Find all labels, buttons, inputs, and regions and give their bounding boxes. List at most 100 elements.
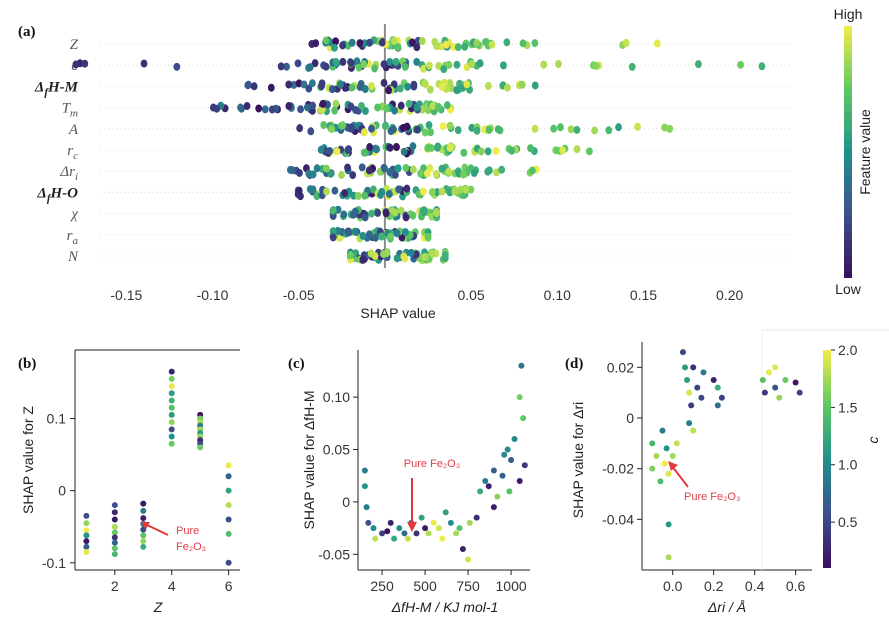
b-x-label: Z — [153, 599, 163, 615]
d-colorbar-tick-label: 2.0 — [838, 342, 858, 358]
a-swarm-dot — [386, 168, 394, 177]
d-arrow — [671, 465, 689, 488]
b-point — [168, 397, 175, 404]
a-swarm-dot — [622, 38, 630, 47]
a-swarm-dot — [573, 145, 581, 154]
b-point — [168, 433, 175, 440]
a-swarm-dot — [493, 168, 500, 177]
c-point — [494, 493, 501, 500]
d-point — [665, 470, 672, 477]
d-y-tick-label: 0.02 — [607, 359, 634, 375]
a-feature-rest: H-O — [50, 185, 79, 201]
c-x-tick-label: 1000 — [496, 578, 527, 594]
d-point — [665, 521, 672, 528]
a-swarm-dot — [244, 81, 252, 90]
b-point — [225, 473, 232, 480]
c-y-tick-label: -0.05 — [318, 546, 350, 562]
a-swarm-dot — [326, 146, 334, 155]
c-point — [499, 472, 506, 479]
a-swarm-dot — [413, 57, 421, 66]
a-feature-main: Δr — [59, 164, 75, 180]
c-point — [516, 394, 523, 401]
a-colorbar-title: Feature value — [857, 109, 873, 195]
a-swarm-dot — [409, 142, 417, 151]
d-point — [759, 377, 766, 383]
a-swarm-dot — [504, 83, 511, 92]
b-x-tick-label: 2 — [111, 578, 119, 594]
a-swarm-dot — [309, 185, 317, 194]
a-swarm-dot — [391, 208, 399, 217]
a-swarm-dot — [333, 147, 341, 156]
a-swarm-dot — [410, 82, 418, 91]
d-x-label: Δri / Å — [707, 599, 746, 615]
d-colorbar-tick-label: 0.5 — [838, 514, 858, 530]
a-swarm-dot — [386, 143, 394, 152]
b-point — [168, 411, 175, 418]
a-swarm-dot — [300, 80, 308, 89]
a-swarm-dot — [402, 213, 410, 222]
a-swarm-dot — [500, 61, 507, 70]
c-anno-text: Pure Fe₂O₃ — [404, 458, 460, 470]
b-point — [111, 516, 118, 523]
a-colorbar-low: Low — [835, 281, 862, 297]
a-swarm-dot — [402, 163, 410, 172]
a-swarm-dot — [255, 104, 263, 113]
c-y-tick-label: 0 — [342, 494, 350, 510]
a-x-tick-label: 0.05 — [457, 287, 484, 303]
a-feature-main: N — [67, 249, 79, 265]
a-swarm-dot — [341, 83, 349, 92]
d-point — [772, 364, 779, 371]
a-swarm-dot — [243, 102, 251, 111]
b-point — [168, 419, 175, 426]
d-x-tick-label: 0.6 — [786, 578, 806, 594]
a-swarm-dot — [277, 62, 285, 71]
a-feature-sub: i — [75, 171, 78, 183]
c-point — [363, 504, 370, 511]
d-y-label: SHAP value for Δri — [570, 402, 586, 518]
c-point — [361, 467, 368, 474]
d-point — [690, 427, 697, 434]
a-swarm-dot — [424, 143, 432, 152]
a-swarm-dot — [404, 82, 411, 91]
a-swarm-dot — [318, 81, 325, 90]
a-swarm-dot — [435, 61, 443, 70]
a-swarm-dot — [312, 39, 320, 48]
a-swarm-dot — [418, 37, 426, 46]
c-points — [361, 362, 528, 563]
a-swarm-dot — [445, 167, 453, 176]
b-point — [168, 375, 175, 382]
a-feature-main: r — [67, 143, 73, 159]
d-point — [657, 478, 664, 485]
a-swarm-dot — [426, 85, 434, 94]
a-swarm-dot — [285, 80, 293, 89]
a-swarm-dot — [429, 249, 437, 258]
c-point — [370, 525, 377, 532]
a-swarm-dot — [508, 146, 516, 155]
panel-d: (d) 0.0 0.2 0.4 0.6 0.02 0 -0.02 -0.04 SHAP val… — [565, 329, 889, 615]
b-point — [168, 404, 175, 411]
a-swarm-dot — [381, 122, 389, 131]
d-point — [682, 364, 689, 371]
a-swarm-dot — [353, 57, 361, 66]
d-point — [796, 389, 803, 396]
c-point — [482, 477, 489, 484]
a-swarm-dot — [317, 145, 325, 154]
a-swarm-dot — [438, 164, 446, 173]
a-swarm-dot — [337, 80, 344, 89]
c-point — [418, 514, 425, 521]
d-point — [679, 349, 686, 356]
a-swarm-dot — [381, 164, 388, 173]
d-point — [698, 394, 705, 401]
a-swarm-dot — [401, 62, 409, 71]
a-swarm-dot — [586, 147, 593, 156]
d-point — [653, 453, 660, 459]
a-swarm-dot — [628, 62, 636, 71]
a-swarm-dot — [382, 209, 390, 218]
a-x-tick-label: -0.10 — [197, 287, 229, 303]
a-swarm-dot — [140, 59, 148, 68]
a-swarm-dot — [420, 64, 428, 73]
a-swarm-dot — [394, 43, 402, 52]
a-swarm-dot — [421, 79, 429, 88]
a-swarm-dot — [323, 164, 330, 173]
a-swarm-dot — [694, 60, 702, 69]
